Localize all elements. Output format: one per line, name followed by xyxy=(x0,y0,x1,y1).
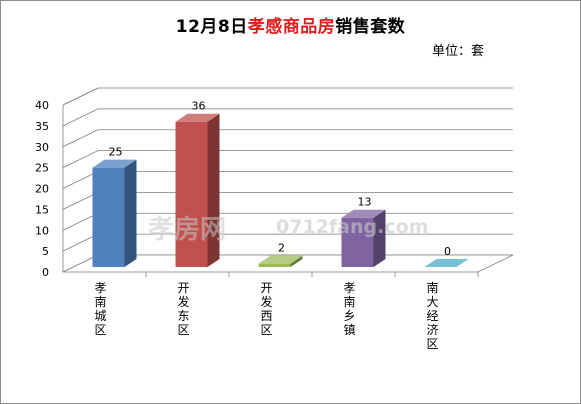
x-tick-label: 大 xyxy=(426,295,438,309)
y-tick-label: 25 xyxy=(35,162,49,175)
title-date: 12月8日 xyxy=(175,17,248,37)
watermark-logo: 孝房网 xyxy=(148,214,226,245)
bar-side xyxy=(124,159,137,267)
gridline xyxy=(62,150,513,168)
x-tick-label: 镇 xyxy=(343,323,355,337)
bar xyxy=(258,263,291,267)
x-tick-label: 东 xyxy=(177,309,189,323)
x-tick-label: 区 xyxy=(177,323,189,337)
bar xyxy=(175,121,208,267)
x-tick-label: 开 xyxy=(177,281,189,295)
bar-top xyxy=(424,259,469,267)
bar-side xyxy=(290,255,303,267)
y-axis-top xyxy=(62,87,99,106)
y-tick-label: 5 xyxy=(42,245,49,258)
y-tick-label: 10 xyxy=(35,224,49,237)
x-tick-label: 西 xyxy=(260,309,272,323)
bar-side xyxy=(373,209,386,267)
y-tick-label: 35 xyxy=(35,120,49,133)
x-tick-label: 济 xyxy=(426,322,438,337)
y-tick-label: 30 xyxy=(35,141,49,154)
x-tick-label: 发 xyxy=(177,294,189,309)
bar-side xyxy=(207,113,220,267)
y-tick-label: 20 xyxy=(35,183,49,196)
x-tick-label: 南 xyxy=(426,280,438,295)
bar xyxy=(92,167,125,267)
data-label: 2 xyxy=(278,242,285,255)
x-tick-label: 南 xyxy=(94,294,106,309)
bar-top xyxy=(175,113,220,122)
bar-top xyxy=(92,159,137,168)
x-tick-label: 孝 xyxy=(94,281,106,295)
data-label: 0 xyxy=(444,245,451,258)
x-tick-label: 区 xyxy=(260,323,272,337)
x-tick-label: 城 xyxy=(94,309,106,323)
x-tick-label: 区 xyxy=(426,337,438,351)
watermark-site: 0712fang.com xyxy=(276,216,428,238)
x-tick-label: 区 xyxy=(94,323,106,337)
data-label: 36 xyxy=(192,100,206,113)
title-highlight: 孝感商品房 xyxy=(247,17,336,37)
gridline xyxy=(62,108,513,127)
x-tick-label: 发 xyxy=(260,294,272,309)
gridline xyxy=(62,129,513,148)
y-tick-label: 15 xyxy=(35,203,49,216)
x-tick-label: 孝 xyxy=(343,281,355,295)
bar-top xyxy=(341,209,386,218)
x-tick-label: 经 xyxy=(426,309,438,323)
bar xyxy=(341,217,374,267)
data-label: 25 xyxy=(109,146,123,159)
y-tick-label: 40 xyxy=(35,99,49,112)
unit-label: 单位：套 xyxy=(432,44,485,59)
x-tick-label: 乡 xyxy=(343,309,355,323)
x-tick-label: 开 xyxy=(260,281,272,295)
x-tick-label: 南 xyxy=(343,294,355,309)
chart-title: 12月8日孝感商品房销售套数 xyxy=(0,12,581,37)
bar-top xyxy=(258,255,303,264)
data-label: 13 xyxy=(358,196,372,209)
y-tick-label: 0 xyxy=(42,266,49,279)
title-suffix: 销售套数 xyxy=(335,17,406,37)
